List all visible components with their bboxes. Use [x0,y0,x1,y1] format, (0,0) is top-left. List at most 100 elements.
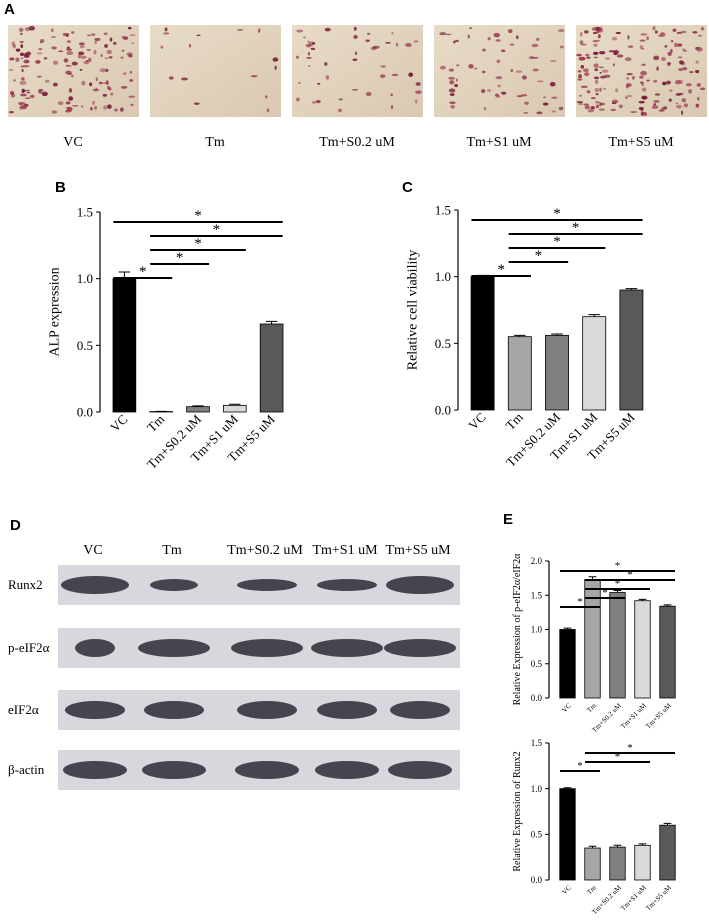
stain-spot [695,69,700,74]
stain-spot [654,30,658,34]
stain-spot [482,48,486,52]
stain-spot [593,43,598,47]
error-bar [588,845,597,849]
y-tick-label: 1.0 [531,784,543,794]
stain-spot [579,32,583,37]
stain-spot [181,77,189,81]
stain-spot [78,42,85,45]
stain-spot [653,55,660,61]
stain-spot [29,94,35,99]
stain-spot [640,70,647,76]
stain-spot [272,57,279,62]
stain-spot [578,103,583,105]
stain-spot [667,51,672,56]
image-caption: VC [63,135,82,150]
stain-spot [688,89,693,94]
stain-spot [408,72,414,77]
stain-spot [88,57,92,63]
y-tick-label: 0.5 [435,336,451,351]
stain-spot [19,52,25,57]
stain-spot [495,39,501,42]
stain-spot [689,71,694,73]
stain-spot [596,39,601,42]
panel-label: D [10,517,21,534]
stain-spot [338,98,344,101]
bar [222,404,247,413]
stain-spot [107,104,112,109]
stain-spot [495,76,503,80]
stain-spot [558,29,565,33]
stain-spot [681,110,684,115]
stain-spot [90,107,93,111]
stain-spot [439,65,446,70]
error-bar [613,844,622,848]
stain-spot [493,32,501,38]
stain-spot [92,88,100,92]
stain-spot [68,96,74,101]
y-tick-label: 0.5 [531,659,543,669]
stain-spot [604,57,611,60]
stain-spot [15,57,20,63]
stain-spot [94,105,98,110]
bar [470,276,495,411]
stain-spot [390,93,394,97]
significance-label: * [615,560,621,572]
stain-spot [641,87,647,92]
stain-spot [670,48,673,53]
stain-spot [102,82,107,84]
stain-spot [456,64,460,67]
stain-spot [669,89,673,92]
error-bar [514,334,526,337]
y-tick-label: 1.5 [435,203,451,218]
stain-image [292,25,423,117]
stain-image [576,25,707,117]
stain-spot [678,68,683,71]
stain-spot [448,76,456,80]
stain-spot [86,60,89,63]
y-tick-label: 0.0 [531,875,543,885]
stain-spot [415,90,422,95]
stain-spot [395,42,399,47]
stain-spot [627,35,630,40]
stain-spot [590,106,596,110]
image-caption: Tm [205,135,225,150]
stain-spot [114,108,119,112]
error-bar [229,403,241,406]
stain-spot [664,45,668,48]
stain-spot [110,92,114,96]
y-tick-label: 1.0 [77,271,93,286]
bar [659,605,676,699]
error-bar [192,405,204,407]
stain-spot [11,93,16,98]
significance-label: * [572,220,580,236]
stain-spot [668,98,672,102]
bar [609,846,626,881]
stain-spot [100,53,103,58]
blot-row-label: β-actin [8,762,45,777]
significance-label: * [553,234,561,250]
significance-label: * [577,760,583,772]
stain-spot [385,42,391,44]
stain-spot [20,44,24,48]
stain-spot [120,56,124,59]
y-tick-label: 0.0 [435,403,451,418]
stain-spot [265,95,268,99]
stain-spot [594,68,598,72]
stain-spot [35,59,41,64]
stain-spot [19,32,23,36]
stain-spot [129,34,136,37]
stain-spot [453,40,456,44]
stain-spot [536,80,544,83]
stain-spot [448,68,455,72]
stain-spot [266,108,270,113]
significance-label: * [213,222,221,238]
stain-spot [600,26,603,31]
stain-spot [352,58,358,61]
panel-label: E [503,511,513,528]
x-tick-label: Tm+S1 uM [619,701,648,730]
stain-spot [26,91,31,94]
stain-spot [677,43,683,47]
stain-spot [600,102,605,106]
stain-spot [663,106,667,110]
bar [186,406,210,413]
